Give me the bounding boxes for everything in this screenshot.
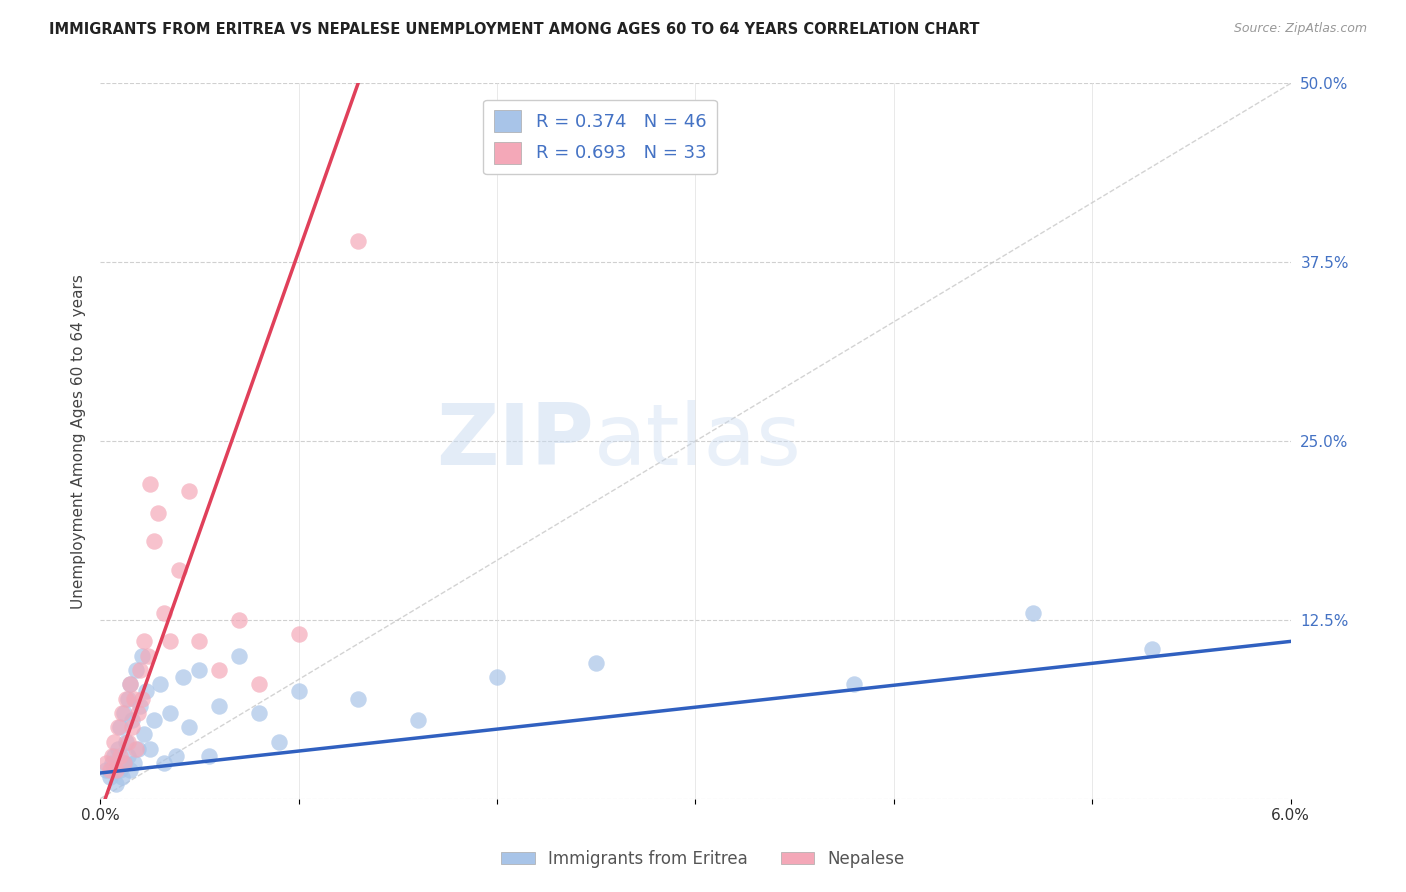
Point	[94, 763, 117, 777]
Text: ZIP: ZIP	[436, 400, 595, 483]
Point	[159, 706, 181, 720]
Point	[103, 734, 125, 748]
Point	[159, 634, 181, 648]
Point	[585, 656, 607, 670]
Point	[135, 684, 157, 698]
Point	[118, 763, 141, 777]
Point	[115, 734, 138, 748]
Point	[347, 691, 370, 706]
Point	[118, 677, 141, 691]
Text: IMMIGRANTS FROM ERITREA VS NEPALESE UNEMPLOYMENT AMONG AGES 60 TO 64 YEARS CORRE: IMMIGRANTS FROM ERITREA VS NEPALESE UNEM…	[49, 22, 980, 37]
Point	[406, 713, 429, 727]
Point	[287, 684, 309, 698]
Legend: Immigrants from Eritrea, Nepalese: Immigrants from Eritrea, Nepalese	[495, 844, 911, 875]
Point	[121, 720, 143, 734]
Point	[208, 698, 231, 713]
Point	[101, 748, 124, 763]
Point	[112, 756, 135, 770]
Point	[128, 698, 150, 713]
Point	[247, 677, 270, 691]
Point	[112, 756, 135, 770]
Point	[228, 613, 250, 627]
Point	[125, 741, 148, 756]
Point	[107, 741, 129, 756]
Point	[128, 663, 150, 677]
Point	[1021, 606, 1043, 620]
Point	[108, 748, 131, 763]
Point	[122, 756, 145, 770]
Point	[105, 777, 128, 791]
Point	[1140, 641, 1163, 656]
Point	[228, 648, 250, 663]
Point	[122, 691, 145, 706]
Point	[485, 670, 508, 684]
Point	[127, 706, 149, 720]
Point	[146, 506, 169, 520]
Point	[347, 234, 370, 248]
Point	[198, 748, 221, 763]
Point	[98, 770, 121, 784]
Point	[121, 713, 143, 727]
Legend: R = 0.374   N = 46, R = 0.693   N = 33: R = 0.374 N = 46, R = 0.693 N = 33	[484, 100, 717, 174]
Point	[165, 748, 187, 763]
Point	[247, 706, 270, 720]
Point	[179, 720, 201, 734]
Point	[131, 648, 153, 663]
Point	[108, 763, 131, 777]
Point	[115, 691, 138, 706]
Point	[142, 713, 165, 727]
Point	[117, 691, 139, 706]
Point	[172, 670, 194, 684]
Point	[152, 756, 174, 770]
Point	[132, 634, 155, 648]
Point	[208, 663, 231, 677]
Point	[842, 677, 865, 691]
Text: Source: ZipAtlas.com: Source: ZipAtlas.com	[1233, 22, 1367, 36]
Point	[105, 763, 128, 777]
Point	[94, 756, 117, 770]
Point	[125, 663, 148, 677]
Point	[142, 534, 165, 549]
Point	[169, 563, 191, 577]
Y-axis label: Unemployment Among Ages 60 to 64 years: Unemployment Among Ages 60 to 64 years	[72, 274, 86, 608]
Point	[117, 748, 139, 763]
Point	[118, 677, 141, 691]
Point	[131, 691, 153, 706]
Text: atlas: atlas	[595, 400, 803, 483]
Point	[287, 627, 309, 641]
Point	[107, 720, 129, 734]
Point	[101, 756, 124, 770]
Point	[117, 734, 139, 748]
Point	[179, 484, 201, 499]
Point	[98, 763, 121, 777]
Point	[138, 477, 160, 491]
Point	[132, 727, 155, 741]
Point	[267, 734, 290, 748]
Point	[188, 663, 211, 677]
Point	[108, 720, 131, 734]
Point	[127, 741, 149, 756]
Point	[138, 741, 160, 756]
Point	[111, 770, 134, 784]
Point	[112, 706, 135, 720]
Point	[149, 677, 172, 691]
Point	[136, 648, 159, 663]
Point	[111, 706, 134, 720]
Point	[103, 748, 125, 763]
Point	[152, 606, 174, 620]
Point	[188, 634, 211, 648]
